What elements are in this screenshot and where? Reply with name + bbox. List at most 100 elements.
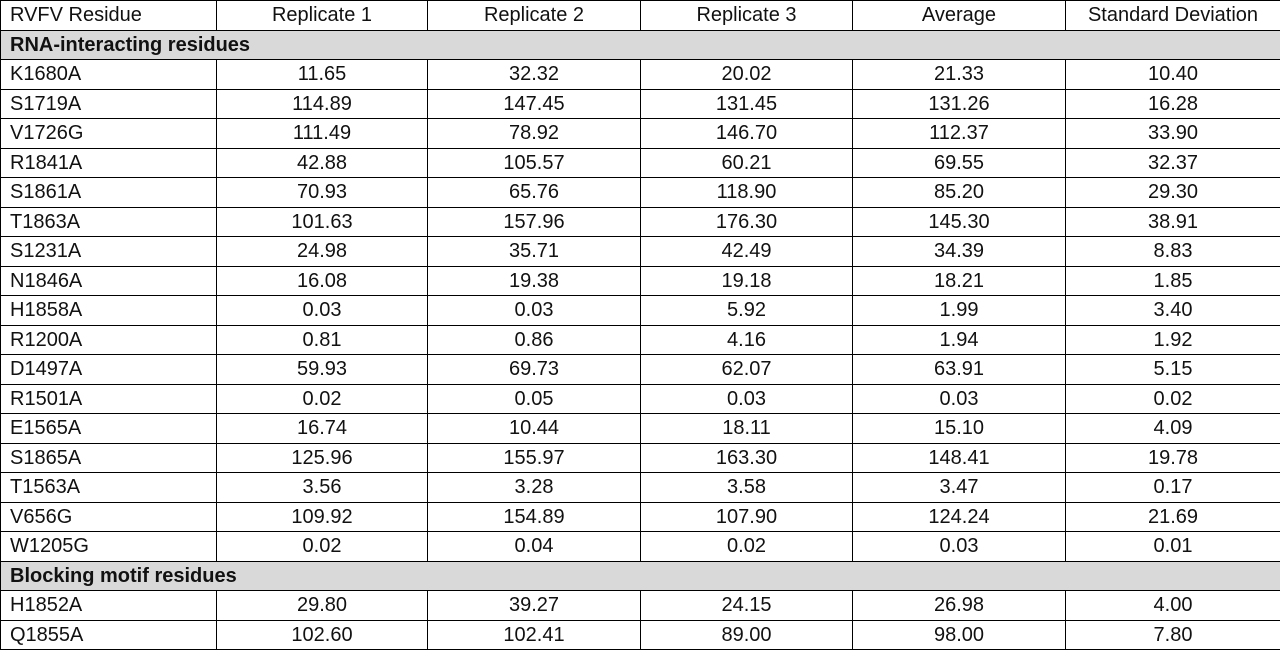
cell-average: 15.10	[853, 414, 1066, 444]
cell-average: 112.37	[853, 119, 1066, 149]
cell-average: 69.55	[853, 148, 1066, 178]
cell-replicate-3: 5.92	[641, 296, 853, 326]
cell-standard-deviation: 29.30	[1066, 178, 1280, 208]
cell-replicate-2: 65.76	[428, 178, 641, 208]
cell-replicate-1: 3.56	[217, 473, 428, 503]
cell-replicate-1: 114.89	[217, 89, 428, 119]
cell-replicate-3: 24.15	[641, 591, 853, 621]
cell-average: 148.41	[853, 443, 1066, 473]
cell-replicate-3: 89.00	[641, 620, 853, 650]
cell-replicate-3: 0.02	[641, 532, 853, 562]
cell-residue: S1865A	[1, 443, 217, 473]
cell-replicate-1: 101.63	[217, 207, 428, 237]
cell-replicate-2: 10.44	[428, 414, 641, 444]
cell-average: 131.26	[853, 89, 1066, 119]
cell-residue: R1841A	[1, 148, 217, 178]
cell-replicate-1: 24.98	[217, 237, 428, 267]
cell-residue: H1858A	[1, 296, 217, 326]
cell-residue: V656G	[1, 502, 217, 532]
cell-replicate-3: 19.18	[641, 266, 853, 296]
cell-replicate-1: 125.96	[217, 443, 428, 473]
cell-standard-deviation: 1.85	[1066, 266, 1280, 296]
cell-standard-deviation: 21.69	[1066, 502, 1280, 532]
cell-average: 34.39	[853, 237, 1066, 267]
cell-residue: E1565A	[1, 414, 217, 444]
cell-residue: R1501A	[1, 384, 217, 414]
header-replicate-1: Replicate 1	[217, 1, 428, 31]
cell-replicate-2: 39.27	[428, 591, 641, 621]
cell-replicate-3: 131.45	[641, 89, 853, 119]
cell-replicate-2: 0.03	[428, 296, 641, 326]
cell-replicate-3: 176.30	[641, 207, 853, 237]
cell-replicate-2: 102.41	[428, 620, 641, 650]
cell-residue: S1861A	[1, 178, 217, 208]
cell-replicate-2: 0.86	[428, 325, 641, 355]
cell-replicate-3: 60.21	[641, 148, 853, 178]
cell-average: 3.47	[853, 473, 1066, 503]
cell-replicate-1: 0.81	[217, 325, 428, 355]
cell-replicate-3: 163.30	[641, 443, 853, 473]
cell-replicate-3: 3.58	[641, 473, 853, 503]
cell-residue: Q1855A	[1, 620, 217, 650]
cell-average: 85.20	[853, 178, 1066, 208]
cell-average: 124.24	[853, 502, 1066, 532]
cell-standard-deviation: 19.78	[1066, 443, 1280, 473]
cell-average: 1.94	[853, 325, 1066, 355]
cell-residue: H1852A	[1, 591, 217, 621]
cell-residue: W1205G	[1, 532, 217, 562]
cell-replicate-2: 0.05	[428, 384, 641, 414]
section-title: Blocking motif residues	[1, 561, 1280, 591]
cell-replicate-2: 0.04	[428, 532, 641, 562]
cell-replicate-1: 59.93	[217, 355, 428, 385]
cell-replicate-2: 32.32	[428, 60, 641, 90]
cell-replicate-3: 20.02	[641, 60, 853, 90]
cell-average: 18.21	[853, 266, 1066, 296]
cell-residue: K1680A	[1, 60, 217, 90]
cell-replicate-2: 155.97	[428, 443, 641, 473]
header-residue: RVFV Residue	[1, 1, 217, 31]
cell-standard-deviation: 1.92	[1066, 325, 1280, 355]
cell-residue: N1846A	[1, 266, 217, 296]
cell-replicate-3: 18.11	[641, 414, 853, 444]
cell-residue: T1863A	[1, 207, 217, 237]
cell-replicate-1: 0.02	[217, 532, 428, 562]
cell-replicate-2: 3.28	[428, 473, 641, 503]
cell-replicate-2: 78.92	[428, 119, 641, 149]
cell-average: 63.91	[853, 355, 1066, 385]
cell-replicate-2: 105.57	[428, 148, 641, 178]
section-title: RNA-interacting residues	[1, 30, 1280, 60]
cell-replicate-1: 0.02	[217, 384, 428, 414]
cell-replicate-3: 0.03	[641, 384, 853, 414]
cell-replicate-2: 154.89	[428, 502, 641, 532]
cell-standard-deviation: 10.40	[1066, 60, 1280, 90]
header-row: RVFV Residue Replicate 1 Replicate 2 Rep…	[1, 1, 1280, 31]
cell-average: 1.99	[853, 296, 1066, 326]
cell-replicate-1: 111.49	[217, 119, 428, 149]
section-header-row: Blocking motif residues	[1, 561, 1280, 591]
cell-standard-deviation: 4.09	[1066, 414, 1280, 444]
cell-replicate-1: 42.88	[217, 148, 428, 178]
cell-average: 21.33	[853, 60, 1066, 90]
cell-standard-deviation: 16.28	[1066, 89, 1280, 119]
cell-replicate-2: 147.45	[428, 89, 641, 119]
cell-standard-deviation: 0.02	[1066, 384, 1280, 414]
cell-average: 98.00	[853, 620, 1066, 650]
cell-replicate-3: 42.49	[641, 237, 853, 267]
cell-replicate-1: 109.92	[217, 502, 428, 532]
